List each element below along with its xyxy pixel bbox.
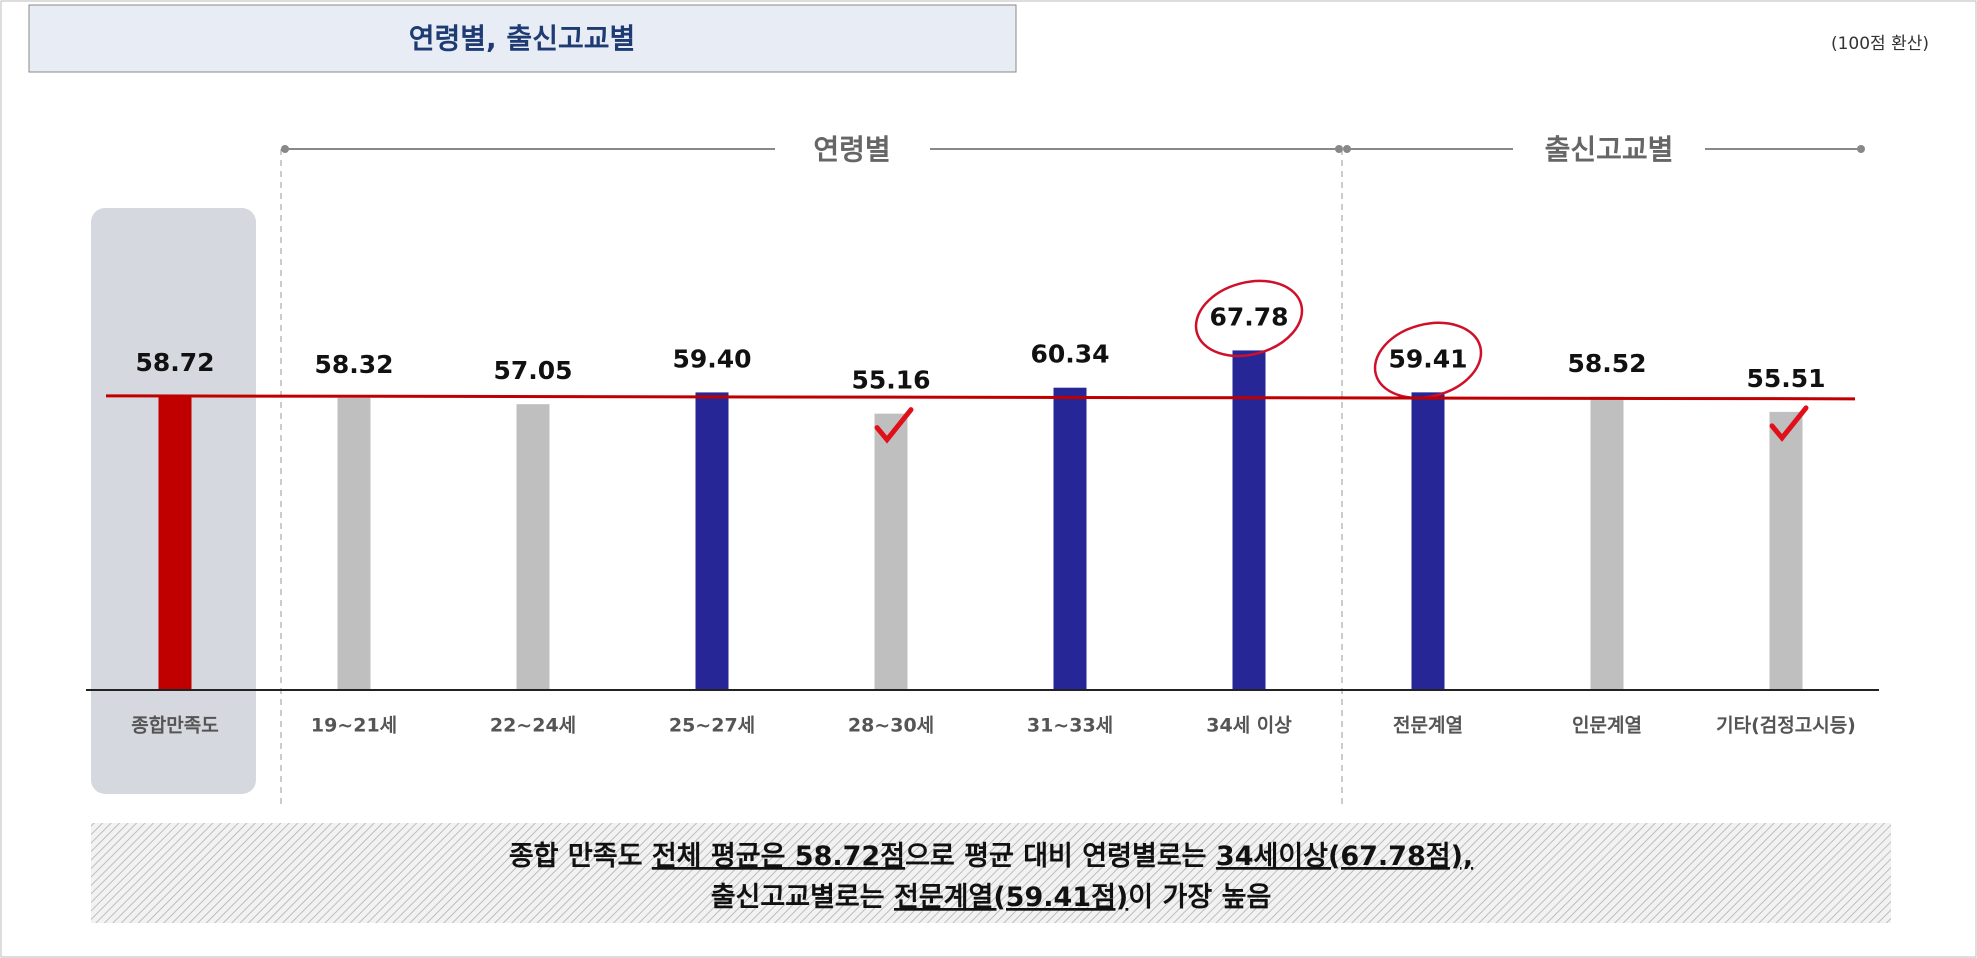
- summary-segment: 전체 평균은 58.72점: [652, 841, 905, 872]
- bar: [1232, 350, 1266, 690]
- note: (100점 환산): [1831, 34, 1929, 54]
- x-tick-label: 25~27세: [669, 715, 755, 737]
- group-label: 연령별: [813, 133, 890, 166]
- summary-box: [91, 823, 1891, 923]
- group-label: 출신고교별: [1545, 133, 1674, 166]
- check-mark: [874, 407, 914, 444]
- title-box: [28, 4, 1017, 73]
- x-tick-label: 19~21세: [311, 715, 397, 737]
- value-label: 59.41: [1388, 344, 1467, 373]
- group-school: 출신고교별: [1343, 133, 1865, 166]
- value-label: 55.51: [1746, 364, 1825, 393]
- summary-segment: 전문계열(59.41점): [894, 882, 1128, 913]
- average-line: [105, 394, 1856, 401]
- bar: [337, 397, 371, 690]
- summary-segment: 으로 평균 대비 연령별로는: [905, 841, 1216, 872]
- value-label: 58.32: [314, 350, 393, 379]
- x-tick-label: 전문계열: [1393, 715, 1463, 737]
- bar: [1590, 396, 1624, 690]
- chart-title: 연령별, 출신고교별: [409, 22, 635, 55]
- x-tick-label: 28~30세: [848, 715, 934, 737]
- bar: [695, 392, 729, 690]
- x-tick-label: 인문계열: [1572, 715, 1642, 737]
- bar: [516, 404, 550, 690]
- summary-segment: 출신고교별로는: [711, 882, 894, 913]
- x-tick-label: 31~33세: [1027, 715, 1113, 737]
- bar: [874, 413, 908, 690]
- x-tick-label: 22~24세: [490, 715, 576, 737]
- summary-segment: 34세이상(67.78점),: [1216, 841, 1473, 872]
- group-age: 연령별: [281, 133, 1343, 166]
- value-label: 59.40: [672, 344, 751, 373]
- highlight-circle: [1194, 279, 1304, 358]
- highlight-circle: [1373, 321, 1483, 400]
- bar: [1769, 411, 1803, 690]
- value-label: 58.72: [135, 348, 214, 377]
- bar: [1053, 387, 1087, 690]
- x-tick-label: 기타(검정고시등): [1716, 715, 1856, 737]
- value-label: 58.52: [1567, 349, 1646, 378]
- value-label: 60.34: [1030, 340, 1109, 369]
- x-tick-label: 종합만족도: [131, 715, 218, 737]
- bar: [1411, 392, 1445, 690]
- summary-line: 출신고교별로는 전문계열(59.41점)이 가장 높음: [711, 882, 1272, 913]
- value-label: 67.78: [1209, 302, 1288, 331]
- summary-segment: 종합 만족도: [509, 841, 652, 872]
- check-mark: [1769, 405, 1809, 442]
- summary-segment: 이 가장 높음: [1128, 882, 1271, 913]
- value-label: 57.05: [493, 356, 572, 385]
- x-tick-label: 34세 이상: [1206, 715, 1292, 737]
- summary-line: 종합 만족도 전체 평균은 58.72점으로 평균 대비 연령별로는 34세이상…: [509, 841, 1473, 872]
- value-label: 55.16: [851, 366, 930, 395]
- bar: [158, 395, 192, 690]
